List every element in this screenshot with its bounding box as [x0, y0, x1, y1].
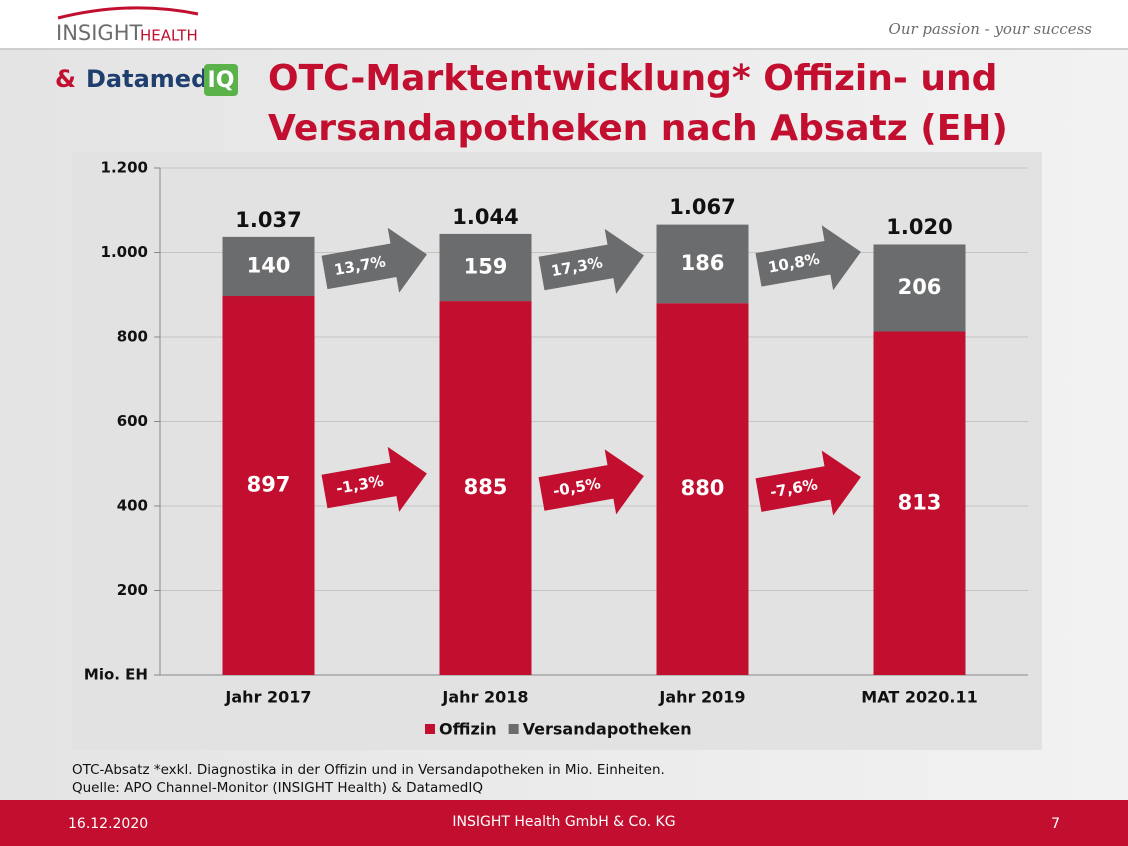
legend-swatch: [425, 724, 435, 734]
segment-label: 159: [464, 254, 508, 278]
growth-arrow: 17,3%: [538, 228, 644, 294]
arrow-shape: [538, 228, 644, 294]
bar-segment: [222, 236, 315, 297]
legend-label: Offizin: [439, 720, 497, 739]
segment-label: 880: [681, 476, 725, 500]
bar-segment: [656, 303, 749, 675]
y-tick-label: 800: [117, 328, 148, 346]
partner-iq-box: [204, 64, 238, 96]
header-rule: [0, 48, 1128, 50]
segment-label: 186: [681, 251, 725, 275]
logo-main: INSIGHT: [56, 21, 142, 45]
segment-label: 885: [464, 475, 508, 499]
total-label: 1.037: [235, 208, 301, 232]
arrow-shape: [321, 227, 427, 293]
footer-band: [0, 800, 1128, 846]
header-band: [0, 0, 1128, 48]
footnote: OTC-Absatz *exkl. Diagnostika in der Off…: [72, 762, 665, 778]
y-tick-label: 1.200: [101, 159, 148, 177]
growth-arrow: 13,7%: [321, 227, 427, 293]
partner-amp: &: [55, 65, 76, 93]
legend-label: Versandapotheken: [523, 720, 692, 739]
segment-label: 813: [898, 490, 942, 514]
arrow-shape: [538, 449, 644, 515]
y-tick-label: Mio. EH: [84, 666, 148, 684]
bar-segment: [439, 233, 532, 302]
bar-segment: [873, 244, 966, 332]
tagline: Our passion - your success: [889, 20, 1093, 38]
chart: Mio. EH 200 400 600 800 1.000 1.200 897 -1,3% 140…: [84, 159, 1028, 739]
growth-arrow: -1,3%: [321, 446, 427, 512]
segment-label: 897: [247, 473, 291, 497]
x-tick-label: Jahr 2017: [224, 688, 311, 707]
arrow-shape: [755, 450, 861, 516]
partner-iq: IQ: [208, 68, 235, 93]
title-line: Versandapotheken nach Absatz (EH): [268, 108, 1008, 149]
segment-label: 140: [247, 253, 291, 277]
y-tick-label: 200: [117, 581, 148, 599]
footer-page: 7: [1051, 816, 1060, 832]
legend-swatch: [508, 724, 519, 734]
x-tick-label: Jahr 2019: [658, 688, 745, 707]
footer-company: INSIGHT Health GmbH & Co. KG: [452, 814, 675, 830]
segment-label: 206: [898, 275, 942, 299]
logo-swoosh: [57, 6, 199, 20]
partner-name: Datamed: [86, 65, 208, 93]
bar-segment: [439, 301, 532, 675]
total-label: 1.020: [886, 215, 952, 239]
y-tick-label: 1.000: [101, 243, 148, 261]
footnote: Quelle: APO Channel-Monitor (INSIGHT Hea…: [72, 780, 483, 796]
title-line: OTC-Marktentwicklung* Offizin- und: [268, 58, 997, 99]
x-tick-label: MAT 2020.11: [861, 688, 977, 707]
growth-arrow: -0,5%: [538, 449, 644, 515]
bar-segment: [222, 296, 315, 675]
growth-arrow: 10,8%: [755, 225, 861, 291]
footer-date: 16.12.2020: [68, 816, 148, 832]
bar-segment: [656, 224, 749, 304]
y-tick-label: 600: [117, 412, 148, 430]
x-tick-label: Jahr 2018: [441, 688, 528, 707]
growth-arrow: -7,6%: [755, 450, 861, 516]
y-tick-label: 400: [117, 497, 148, 515]
total-label: 1.067: [669, 195, 735, 219]
total-label: 1.044: [452, 205, 518, 229]
arrow-shape: [321, 446, 427, 512]
bar-segment: [873, 331, 966, 675]
logo-sub: HEALTH: [140, 27, 198, 45]
arrow-shape: [755, 225, 861, 291]
